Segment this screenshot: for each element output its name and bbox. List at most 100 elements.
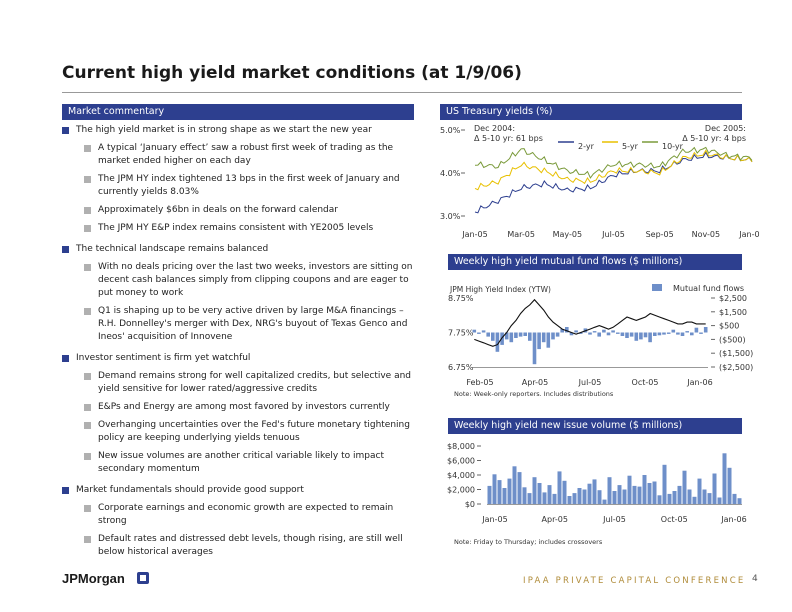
volume-bar <box>567 496 572 504</box>
volume-bar <box>512 466 517 504</box>
volume-bar <box>662 464 667 504</box>
commentary-sub-bullet: Corporate earnings and economic growth a… <box>84 502 418 528</box>
annotation-left-line2: Δ 5-10 yr: 61 bps <box>474 134 543 143</box>
flow-bar <box>574 330 578 333</box>
flow-bar <box>606 332 611 336</box>
volume-bar <box>687 489 692 504</box>
jpmorgan-logo: JPMorgan <box>62 571 125 586</box>
x-tick-label: Mar-05 <box>507 230 535 239</box>
series-line-5-yr <box>474 149 753 191</box>
y-right-tick-label: $1,500 <box>719 308 747 317</box>
flow-bar <box>504 332 509 340</box>
flow-bar <box>592 331 597 333</box>
volume-bar <box>692 496 697 505</box>
volume-bar <box>597 490 602 504</box>
commentary-sub-bullet: Q1 is shaping up to be very active drive… <box>84 305 418 344</box>
volume-bar <box>657 495 662 504</box>
y-tick-label: 5.0% <box>440 126 461 135</box>
flow-bar <box>643 332 648 338</box>
flow-bar <box>639 332 643 340</box>
volume-bar <box>667 493 672 504</box>
flow-bar <box>685 331 689 333</box>
legend-label: 2-yr <box>578 142 595 151</box>
x-tick-label: Jan-05 <box>481 515 507 524</box>
volume-bar <box>607 477 612 504</box>
x-tick-label: Oct-05 <box>632 378 659 387</box>
jpmorgan-logo-icon <box>137 572 149 584</box>
x-tick-label: Nov-05 <box>692 230 720 239</box>
bar-legend-label: Mutual fund flows <box>673 284 744 293</box>
flow-bar <box>481 330 486 333</box>
volume-bar <box>562 480 567 504</box>
y-right-tick-label: ($1,500) <box>719 349 753 358</box>
flow-bar <box>569 332 574 336</box>
page-title: Current high yield market conditions (at… <box>62 63 522 83</box>
flow-bar <box>597 332 601 337</box>
y-tick-label: $4,000 <box>447 471 475 480</box>
y-tick-label: 3.0% <box>440 212 461 221</box>
volume-bar <box>697 478 702 504</box>
y-right-tick-label: ($2,500) <box>719 363 753 372</box>
flow-bar <box>500 332 504 345</box>
flow-bar <box>509 332 514 343</box>
y-right-tick-label: $2,500 <box>719 294 747 303</box>
flow-bar <box>555 332 560 337</box>
volume-bar <box>637 486 642 504</box>
volume-bar <box>587 483 592 504</box>
x-tick-label: Sep-05 <box>646 230 674 239</box>
volume-bar <box>627 475 632 504</box>
volume-bar <box>727 467 732 505</box>
flow-bar <box>486 332 490 337</box>
y-tick-label: $0 <box>465 500 475 509</box>
flow-bar <box>676 332 680 335</box>
new-issue-volume-chart: $8,000 $6,000 $4,000 $2,000 $0 Jan-05 Apr-05 Ju… <box>447 442 747 546</box>
treasury-yields-chart: 5.0% 4.0% 3.0%Jan-05 Mar-05 May-05 Jul-05 Sep-… <box>440 124 760 239</box>
x-tick-label: Apr-05 <box>542 515 568 524</box>
ytw-line <box>474 298 706 347</box>
commentary-bullet: The high yield market is in strong shape… <box>62 124 418 137</box>
page-number: 4 <box>752 574 758 584</box>
chart-note: Note: Friday to Thursday; includes cross… <box>454 538 603 546</box>
x-tick-label: Feb-05 <box>466 378 493 387</box>
fund-flows-chart: JPM High Yield Index (YTW) Mutual fund fl… <box>448 284 753 398</box>
title-divider <box>62 92 742 93</box>
volume-bar <box>577 488 582 504</box>
x-tick-label: May-05 <box>553 230 582 239</box>
volume-bar <box>722 453 727 505</box>
volume-bar <box>517 472 522 504</box>
y-tick-label: $2,000 <box>447 486 475 495</box>
flow-bar <box>680 332 685 336</box>
series-line-10-yr <box>474 146 753 179</box>
volume-bar <box>557 471 562 504</box>
flow-bar <box>634 332 639 341</box>
flow-bar <box>495 332 500 352</box>
volume-bar <box>632 485 637 504</box>
treasury-chart-header: US Treasury yields (%) <box>440 104 742 120</box>
x-tick-label: Jul-05 <box>601 230 625 239</box>
series-line-2-yr <box>474 151 753 214</box>
flow-bar <box>611 330 615 333</box>
flow-bar <box>546 332 551 348</box>
flow-bar <box>551 332 555 340</box>
volume-bar <box>502 488 507 504</box>
volume-bar <box>532 477 537 504</box>
volume-bar <box>572 493 577 504</box>
flow-bar <box>477 332 481 334</box>
volume-bar <box>707 493 712 504</box>
commentary-bullet: Market fundamentals should provide good … <box>62 484 418 497</box>
x-tick-label: Jan-06 <box>720 515 746 524</box>
flow-bar <box>537 332 541 350</box>
flow-bar <box>523 332 527 336</box>
flow-bar <box>694 327 699 333</box>
flow-bar <box>662 332 666 335</box>
commentary-sub-bullet: New issue volumes are another critical v… <box>84 450 418 476</box>
x-tick-label: Jan-06 <box>738 230 760 239</box>
commentary-bullet: The technical landscape remains balanced <box>62 243 418 256</box>
volume-bar <box>652 481 657 504</box>
flow-bar <box>671 329 676 333</box>
volume-bar <box>547 485 552 504</box>
volume-bar <box>642 475 647 504</box>
volume-bar <box>492 474 497 504</box>
new-issue-chart-header: Weekly high yield new issue volume ($ mi… <box>448 418 742 434</box>
fund-flows-chart-header: Weekly high yield mutual fund flows ($ m… <box>448 254 742 270</box>
